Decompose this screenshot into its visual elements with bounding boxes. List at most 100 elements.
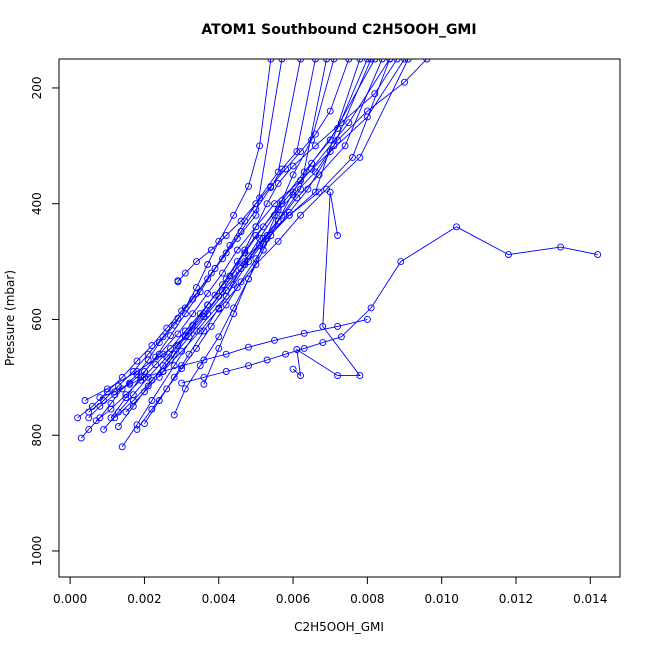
- data-point: [311, 142, 319, 150]
- y-tick-label: 600: [30, 308, 44, 331]
- series-9: [289, 188, 364, 380]
- data-point: [326, 136, 334, 144]
- data-point: [308, 136, 316, 144]
- series-11: [74, 59, 319, 422]
- data-point: [289, 365, 297, 373]
- data-point: [219, 281, 226, 289]
- data-point: [404, 59, 412, 63]
- data-point: [289, 171, 297, 179]
- data-point: [245, 343, 252, 351]
- data-point: [196, 327, 204, 335]
- data-point: [241, 217, 249, 225]
- data-point: [193, 344, 200, 352]
- data-point: [141, 388, 148, 396]
- data-point: [118, 373, 126, 381]
- data-point: [207, 322, 215, 330]
- data-point: [319, 339, 327, 347]
- data-point: [308, 159, 316, 167]
- data-point: [207, 246, 215, 254]
- y-tick-label: 400: [30, 192, 44, 215]
- data-point: [423, 59, 431, 63]
- data-point: [386, 59, 394, 63]
- data-point: [148, 342, 156, 349]
- data-point: [378, 59, 386, 63]
- x-axis-label: C2H5OOH_GMI: [294, 620, 384, 634]
- data-point: [393, 59, 401, 63]
- data-point: [263, 232, 271, 239]
- data-point: [196, 288, 204, 296]
- data-point: [85, 408, 93, 416]
- data-point: [185, 327, 193, 335]
- data-point: [181, 385, 189, 393]
- data-point: [237, 278, 245, 286]
- data-point: [356, 153, 364, 161]
- data-point: [222, 350, 230, 358]
- data-point: [133, 357, 141, 365]
- data-point: [267, 184, 275, 191]
- data-point: [557, 243, 565, 251]
- data-point: [356, 372, 364, 380]
- series-2: [77, 59, 275, 442]
- data-point: [163, 385, 171, 393]
- x-tick-label: 0.006: [276, 592, 310, 606]
- data-point: [167, 332, 174, 340]
- data-point: [100, 397, 108, 404]
- data-point: [170, 362, 178, 370]
- data-point: [122, 408, 130, 416]
- series-line: [181, 226, 598, 384]
- data-point: [285, 208, 293, 216]
- data-point: [200, 380, 208, 388]
- data-point: [245, 275, 252, 283]
- x-tick-label: 0.008: [350, 592, 384, 606]
- x-tick-label: 0.014: [573, 592, 607, 606]
- data-point: [222, 232, 230, 239]
- series-4: [81, 59, 401, 404]
- data-point: [363, 315, 371, 323]
- data-point: [271, 336, 278, 344]
- data-point: [252, 211, 260, 219]
- data-point: [170, 373, 178, 381]
- data-point: [219, 255, 226, 263]
- data-point: [311, 130, 319, 138]
- data-point: [267, 232, 275, 239]
- series-line: [95, 59, 391, 422]
- data-point: [233, 258, 241, 266]
- data-point: [207, 269, 215, 277]
- data-point: [133, 425, 141, 433]
- data-point: [334, 322, 342, 330]
- data-point: [371, 59, 379, 63]
- data-point: [274, 237, 282, 245]
- data-point: [215, 333, 223, 341]
- data-point: [278, 197, 286, 205]
- data-point: [230, 310, 238, 318]
- series-10: [96, 315, 371, 402]
- data-point: [289, 188, 297, 196]
- series-16: [133, 59, 375, 433]
- data-point: [159, 368, 167, 375]
- data-point: [222, 301, 230, 309]
- data-point: [274, 179, 282, 187]
- data-point: [148, 397, 156, 404]
- data-point: [200, 356, 208, 364]
- data-point: [215, 344, 223, 352]
- data-point: [181, 327, 189, 335]
- data-point: [233, 246, 241, 254]
- data-point: [170, 411, 178, 419]
- data-point: [330, 142, 338, 150]
- data-point: [178, 379, 186, 387]
- series-layer: [74, 59, 602, 451]
- series-19: [107, 59, 304, 422]
- y-axis-label: Pressure (mbar): [3, 270, 17, 366]
- data-point: [152, 353, 160, 361]
- data-point: [367, 304, 375, 312]
- data-point: [77, 434, 85, 442]
- data-point: [211, 265, 219, 272]
- data-point: [278, 59, 286, 63]
- data-point: [189, 310, 197, 318]
- data-point: [341, 142, 349, 150]
- data-point: [297, 211, 304, 219]
- data-point: [181, 310, 189, 318]
- data-point: [282, 350, 290, 358]
- data-point: [271, 200, 278, 208]
